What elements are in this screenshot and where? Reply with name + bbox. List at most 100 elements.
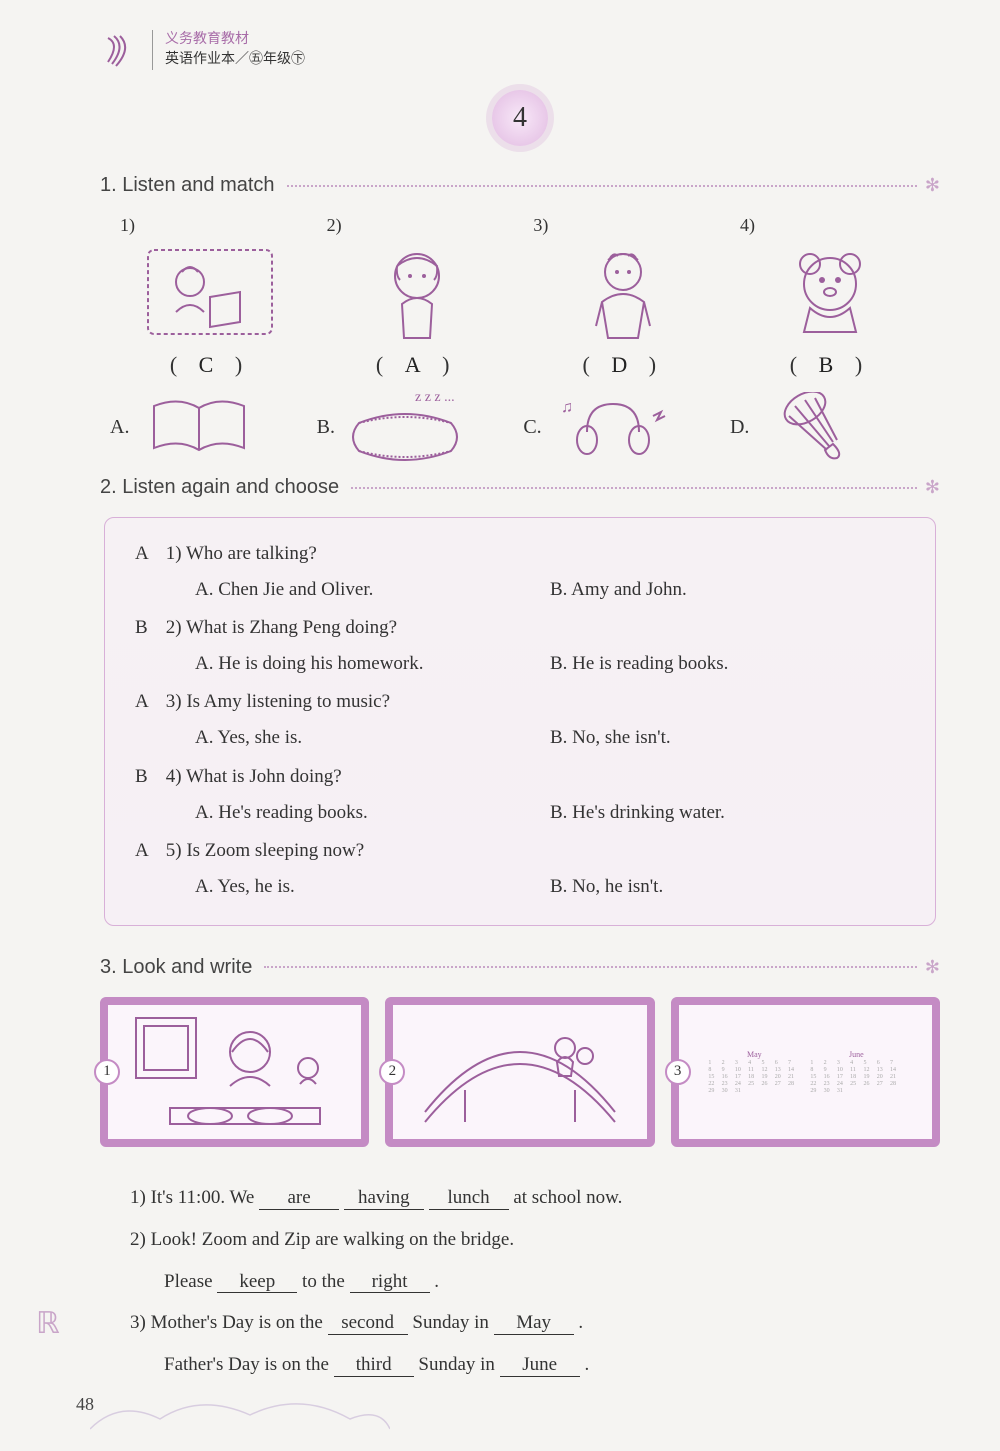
answer-value: C: [199, 352, 222, 377]
pic-badge: 1: [94, 1059, 120, 1085]
q2-question: Is Zoom sleeping now?: [186, 840, 364, 861]
fill-line-4: Father's Day is on the third Sunday in J…: [164, 1344, 940, 1386]
text: Sunday in: [418, 1354, 499, 1375]
cal-june: June: [810, 1050, 902, 1060]
text: Father's Day is on the: [164, 1354, 334, 1375]
pillow-icon: z z z ...: [345, 392, 465, 462]
q2-3: A 3) Is Amy listening to music? A. Yes, …: [135, 684, 905, 756]
blank: second: [328, 1313, 408, 1335]
q2-question: What is Zhang Peng doing?: [186, 617, 397, 638]
blank: are: [259, 1188, 339, 1210]
q2-answer: A: [135, 684, 161, 720]
q2-1: A 1) Who are talking? A. Chen Jie and Ol…: [135, 536, 905, 608]
divider: [264, 966, 917, 968]
picture-3: 3 May 1234567891011121314151617181920212…: [671, 997, 940, 1147]
option-letter: C.: [523, 416, 541, 439]
option-a: A.: [110, 392, 310, 462]
option-letter: B.: [317, 416, 335, 439]
answer-1: ( C ): [110, 352, 310, 378]
cloud-decoration: [90, 1389, 390, 1431]
q2-num: 1): [166, 543, 182, 564]
svg-text:♫: ♫: [561, 399, 573, 416]
match-num: 2): [317, 215, 517, 236]
q2-opt-b: B. He is reading books.: [550, 646, 905, 682]
boy2-illustration: [553, 242, 693, 342]
q2-answer: A: [135, 833, 161, 869]
match-item-1: 1) ( C ): [110, 215, 310, 378]
text: 1) It's 11:00. We: [130, 1187, 259, 1208]
question-box: A 1) Who are talking? A. Chen Jie and Ol…: [104, 517, 936, 926]
fill-line-1: 1) It's 11:00. We are having lunch at sc…: [130, 1177, 940, 1219]
q2-5: A 5) Is Zoom sleeping now? A. Yes, he is…: [135, 833, 905, 905]
match-num: 3): [523, 215, 723, 236]
cal-grid: 1234567891011121314151617181920212223242…: [810, 1060, 902, 1094]
fill-line-2b: Please keep to the right .: [164, 1261, 940, 1303]
q2-question: Is Amy listening to music?: [186, 691, 390, 712]
q2-num: 2): [166, 617, 182, 638]
answer-4: ( B ): [730, 352, 930, 378]
blank: June: [500, 1355, 580, 1377]
answer-value: D: [611, 352, 635, 377]
picture-1: 1: [100, 997, 369, 1147]
q2-opt-b: B. No, she isn't.: [550, 720, 905, 756]
match-items: 1) ( C ) 2) ( A ) 3) ( D ) 4) ( B ): [110, 215, 930, 378]
option-b: B. z z z ...: [317, 392, 517, 462]
answer-value: B: [819, 352, 842, 377]
text: to the: [302, 1271, 350, 1292]
page-header: 义务教育教材 英语作业本／㊄年级㊦: [100, 30, 940, 70]
bear-illustration: [760, 242, 900, 342]
q2-opt-a: A. He's reading books.: [195, 795, 550, 831]
text: .: [434, 1271, 439, 1292]
pic-badge: 2: [379, 1059, 405, 1085]
q2-question: Who are talking?: [186, 543, 317, 564]
q2-2: B 2) What is Zhang Peng doing? A. He is …: [135, 610, 905, 682]
option-c: C. ♫: [523, 392, 723, 462]
fill-in-blanks: 1) It's 11:00. We are having lunch at sc…: [130, 1177, 940, 1386]
section3-title-text: 3. Look and write: [100, 956, 252, 979]
q2-num: 3): [166, 691, 182, 712]
option-letter: A.: [110, 416, 129, 439]
cal-may: May: [708, 1050, 800, 1060]
option-letter: D.: [730, 416, 749, 439]
match-num: 4): [730, 215, 930, 236]
text: .: [578, 1312, 583, 1333]
q2-num: 4): [166, 766, 182, 787]
text: at school now.: [513, 1187, 622, 1208]
header-text: 义务教育教材 英语作业本／㊄年级㊦: [152, 30, 305, 69]
match-num: 1): [110, 215, 310, 236]
book-icon: [139, 392, 259, 462]
blank: right: [350, 1272, 430, 1294]
corner-mark: ℝ: [36, 1306, 60, 1341]
text: Sunday in: [412, 1312, 493, 1333]
header-line1: 义务教育教材: [165, 30, 305, 50]
q2-opt-b: B. He's drinking water.: [550, 795, 905, 831]
section1-title: 1. Listen and match ✻: [100, 174, 940, 197]
blank: third: [334, 1355, 414, 1377]
q2-question: What is John doing?: [186, 766, 342, 787]
answer-3: ( D ): [523, 352, 723, 378]
fill-line-3: 3) Mother's Day is on the second Sunday …: [130, 1302, 940, 1344]
blank: having: [344, 1188, 424, 1210]
q2-opt-a: A. Yes, she is.: [195, 720, 550, 756]
blank: lunch: [429, 1188, 509, 1210]
q2-opt-a: A. Yes, he is.: [195, 869, 550, 905]
match-options: A. B. z z z ... C. ♫ D.: [110, 392, 930, 462]
divider: [287, 185, 917, 187]
girl-reading-illustration: [140, 242, 280, 342]
svg-text:z z z ...: z z z ...: [415, 390, 455, 405]
shuttlecock-icon: [759, 392, 879, 462]
q2-opt-b: B. No, he isn't.: [550, 869, 905, 905]
q2-answer: B: [135, 759, 161, 795]
headphones-icon: ♫: [552, 392, 672, 462]
q2-opt-a: A. Chen Jie and Oliver.: [195, 572, 550, 608]
section2-title-text: 2. Listen again and choose: [100, 476, 339, 499]
star-icon: ✻: [925, 957, 940, 978]
cal-grid: 1234567891011121314151617181920212223242…: [708, 1060, 800, 1094]
text: .: [584, 1354, 589, 1375]
q2-num: 5): [166, 840, 182, 861]
match-item-4: 4) ( B ): [730, 215, 930, 378]
q2-opt-b: B. Amy and John.: [550, 572, 905, 608]
q2-answer: B: [135, 610, 161, 646]
logo-icon: [100, 30, 140, 70]
answer-2: ( A ): [317, 352, 517, 378]
